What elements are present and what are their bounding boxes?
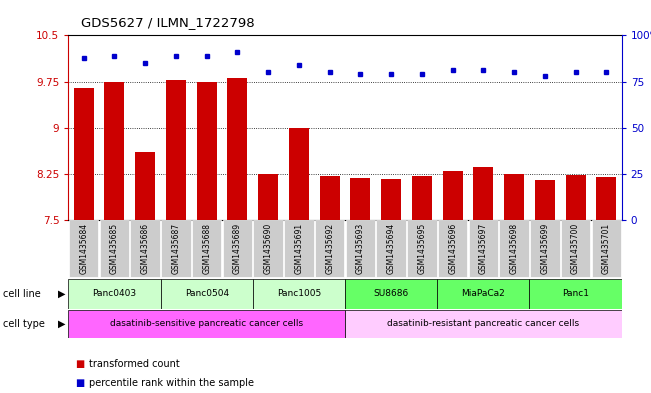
Bar bbox=[350, 178, 370, 220]
Text: GSM1435690: GSM1435690 bbox=[264, 223, 273, 274]
FancyBboxPatch shape bbox=[561, 220, 590, 277]
Bar bbox=[258, 174, 278, 220]
Text: GSM1435688: GSM1435688 bbox=[202, 223, 211, 274]
Bar bbox=[535, 180, 555, 220]
Text: GSM1435699: GSM1435699 bbox=[540, 223, 549, 274]
Bar bbox=[504, 174, 524, 220]
Text: GSM1435686: GSM1435686 bbox=[141, 223, 150, 274]
Text: GSM1435687: GSM1435687 bbox=[171, 223, 180, 274]
Bar bbox=[227, 79, 247, 220]
Bar bbox=[320, 176, 340, 220]
Text: GSM1435684: GSM1435684 bbox=[79, 223, 89, 274]
Bar bbox=[74, 88, 94, 220]
Text: GSM1435697: GSM1435697 bbox=[479, 223, 488, 274]
FancyBboxPatch shape bbox=[253, 220, 283, 277]
Bar bbox=[104, 82, 124, 220]
FancyBboxPatch shape bbox=[161, 220, 191, 277]
FancyBboxPatch shape bbox=[192, 220, 221, 277]
Text: ■: ■ bbox=[75, 358, 84, 369]
FancyBboxPatch shape bbox=[437, 279, 529, 309]
Text: ▶: ▶ bbox=[57, 319, 65, 329]
Text: Panc0403: Panc0403 bbox=[92, 289, 137, 298]
FancyBboxPatch shape bbox=[284, 220, 314, 277]
FancyBboxPatch shape bbox=[529, 279, 622, 309]
Text: GDS5627 / ILMN_1722798: GDS5627 / ILMN_1722798 bbox=[81, 16, 255, 29]
FancyBboxPatch shape bbox=[68, 310, 345, 338]
Bar bbox=[412, 176, 432, 220]
Text: transformed count: transformed count bbox=[89, 358, 180, 369]
Text: GSM1435694: GSM1435694 bbox=[387, 223, 396, 274]
FancyBboxPatch shape bbox=[438, 220, 467, 277]
FancyBboxPatch shape bbox=[499, 220, 529, 277]
FancyBboxPatch shape bbox=[100, 220, 129, 277]
Text: ▶: ▶ bbox=[57, 289, 65, 299]
FancyBboxPatch shape bbox=[592, 220, 621, 277]
Text: GSM1435700: GSM1435700 bbox=[571, 223, 580, 274]
FancyBboxPatch shape bbox=[315, 220, 344, 277]
Text: dasatinib-resistant pancreatic cancer cells: dasatinib-resistant pancreatic cancer ce… bbox=[387, 320, 579, 328]
FancyBboxPatch shape bbox=[407, 220, 437, 277]
Text: GSM1435701: GSM1435701 bbox=[602, 223, 611, 274]
Text: GSM1435685: GSM1435685 bbox=[110, 223, 119, 274]
FancyBboxPatch shape bbox=[68, 279, 161, 309]
FancyBboxPatch shape bbox=[130, 220, 160, 277]
Text: SU8686: SU8686 bbox=[374, 289, 409, 298]
Text: Panc1005: Panc1005 bbox=[277, 289, 321, 298]
Text: ■: ■ bbox=[75, 378, 84, 388]
FancyBboxPatch shape bbox=[346, 220, 375, 277]
FancyBboxPatch shape bbox=[161, 279, 253, 309]
FancyBboxPatch shape bbox=[530, 220, 560, 277]
Text: Panc1: Panc1 bbox=[562, 289, 589, 298]
Bar bbox=[473, 167, 493, 220]
Text: dasatinib-sensitive pancreatic cancer cells: dasatinib-sensitive pancreatic cancer ce… bbox=[110, 320, 303, 328]
Bar bbox=[135, 152, 155, 220]
Text: GSM1435692: GSM1435692 bbox=[325, 223, 334, 274]
Text: GSM1435691: GSM1435691 bbox=[294, 223, 303, 274]
Bar bbox=[381, 179, 401, 220]
FancyBboxPatch shape bbox=[253, 279, 345, 309]
FancyBboxPatch shape bbox=[376, 220, 406, 277]
Text: MiaPaCa2: MiaPaCa2 bbox=[462, 289, 505, 298]
Bar bbox=[197, 82, 217, 220]
Bar bbox=[166, 80, 186, 220]
Bar bbox=[289, 128, 309, 220]
Text: GSM1435696: GSM1435696 bbox=[448, 223, 457, 274]
FancyBboxPatch shape bbox=[345, 279, 437, 309]
FancyBboxPatch shape bbox=[469, 220, 498, 277]
FancyBboxPatch shape bbox=[223, 220, 252, 277]
FancyBboxPatch shape bbox=[69, 220, 98, 277]
FancyBboxPatch shape bbox=[345, 310, 622, 338]
Text: percentile rank within the sample: percentile rank within the sample bbox=[89, 378, 254, 388]
Bar bbox=[443, 171, 463, 220]
Text: GSM1435695: GSM1435695 bbox=[417, 223, 426, 274]
Text: GSM1435693: GSM1435693 bbox=[356, 223, 365, 274]
Text: GSM1435689: GSM1435689 bbox=[233, 223, 242, 274]
Text: GSM1435698: GSM1435698 bbox=[510, 223, 519, 274]
Text: Panc0504: Panc0504 bbox=[185, 289, 229, 298]
Text: cell line: cell line bbox=[3, 289, 41, 299]
Text: cell type: cell type bbox=[3, 319, 45, 329]
Bar bbox=[566, 174, 586, 220]
Bar bbox=[596, 177, 616, 220]
